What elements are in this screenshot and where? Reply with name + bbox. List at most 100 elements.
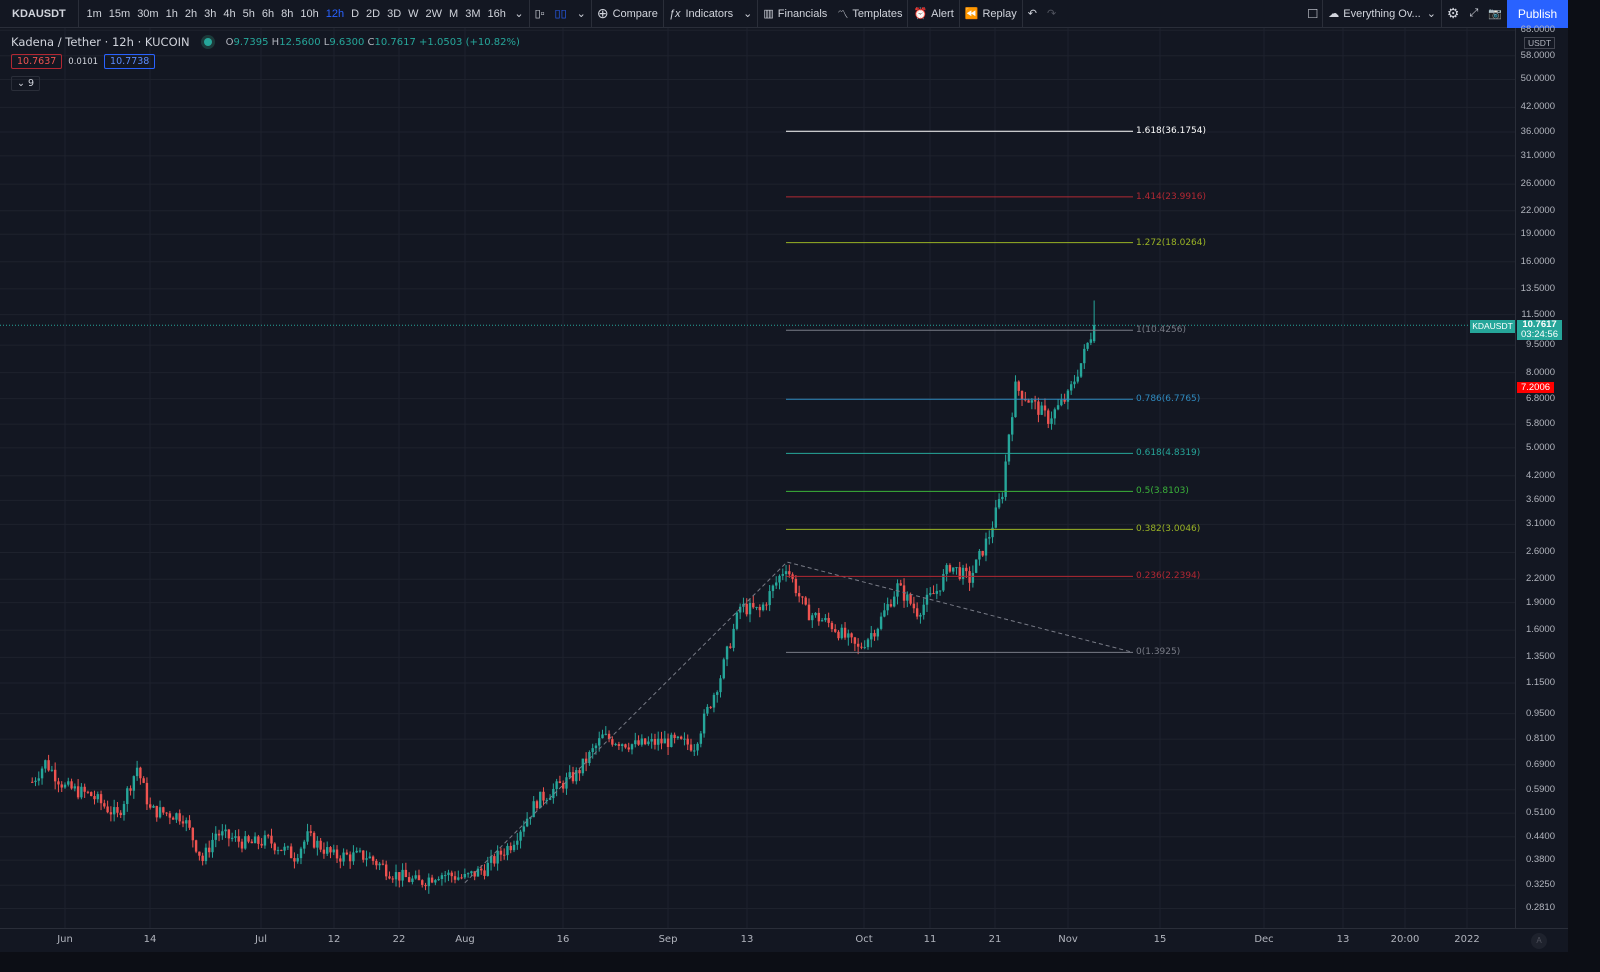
gear-icon[interactable]: ⚙ bbox=[1446, 5, 1460, 21]
candle-body bbox=[188, 820, 191, 828]
redo-icon[interactable]: ↷ bbox=[1046, 8, 1057, 20]
layout-name: Everything Ov... bbox=[1343, 7, 1421, 20]
candle-body bbox=[119, 812, 122, 816]
collapse-indicators-button[interactable]: ⌄ 9 bbox=[11, 76, 41, 91]
interval-10h[interactable]: 10h bbox=[300, 7, 319, 20]
candle-body bbox=[194, 840, 198, 852]
candle-body bbox=[201, 855, 204, 862]
price-tick: 1.3500 bbox=[1525, 651, 1555, 663]
candle-body bbox=[889, 604, 893, 607]
candle-body bbox=[142, 778, 145, 783]
chart-type-chevron-icon[interactable]: ⌄ bbox=[576, 8, 586, 20]
indicators-chevron-icon[interactable]: ⌄ bbox=[743, 8, 753, 20]
bar-style-icon[interactable]: ▯▫ bbox=[534, 8, 545, 20]
interval-2W[interactable]: 2W bbox=[425, 7, 443, 20]
interval-D[interactable]: D bbox=[351, 7, 360, 20]
candle-body bbox=[689, 744, 693, 751]
candle-body bbox=[837, 631, 840, 639]
indicators-label: Indicators bbox=[685, 7, 734, 20]
compare-button[interactable]: ⊕ Compare bbox=[592, 0, 663, 28]
layout-square-icon[interactable]: □ bbox=[1308, 5, 1318, 22]
plus-circle-icon: ⊕ bbox=[596, 5, 609, 21]
interval-15m[interactable]: 15m bbox=[108, 7, 131, 20]
currency-label[interactable]: USDT bbox=[1524, 37, 1556, 49]
candle-body bbox=[643, 738, 647, 745]
candle-body bbox=[368, 856, 372, 859]
interval-2D[interactable]: 2D bbox=[366, 7, 381, 20]
candle-body bbox=[797, 593, 801, 597]
candle-body bbox=[794, 578, 798, 594]
candle-body bbox=[421, 880, 424, 885]
symbol-title[interactable]: Kadena / Tether · 12h · KUCOIN bbox=[11, 35, 190, 49]
divider bbox=[590, 0, 592, 28]
price-tick: 3.1000 bbox=[1525, 518, 1555, 530]
financials-button[interactable]: ▥ Financials bbox=[758, 0, 832, 28]
candle-body bbox=[650, 738, 653, 742]
interval-4h[interactable]: 4h bbox=[223, 7, 236, 20]
candle-body bbox=[591, 748, 594, 752]
candle-body bbox=[699, 733, 703, 744]
interval-16h[interactable]: 16h bbox=[487, 7, 506, 20]
templates-button[interactable]: 〽 Templates bbox=[832, 0, 907, 28]
fullscreen-icon[interactable]: ⤢ bbox=[1469, 7, 1479, 19]
candles-style-icon[interactable]: ▯▯ bbox=[554, 8, 567, 20]
candle-body bbox=[263, 835, 267, 846]
candle-body bbox=[578, 770, 581, 774]
candle-body bbox=[175, 813, 178, 820]
candle-body bbox=[601, 734, 604, 739]
interval-8h[interactable]: 8h bbox=[281, 7, 294, 20]
indicators-button[interactable]: ƒx Indicators bbox=[664, 0, 738, 28]
interval-1m[interactable]: 1m bbox=[86, 7, 102, 20]
price-tick: 11.5000 bbox=[1521, 308, 1555, 320]
auto-scale-button[interactable]: A bbox=[1531, 933, 1547, 949]
interval-3M[interactable]: 3M bbox=[465, 7, 481, 20]
interval-1h[interactable]: 1h bbox=[165, 7, 178, 20]
candle-body bbox=[519, 831, 522, 841]
candle-body bbox=[398, 872, 401, 881]
symbol-search[interactable]: KDAUSDT bbox=[12, 7, 66, 20]
price-chart[interactable] bbox=[0, 28, 1515, 928]
buy-price-button[interactable]: 10.7738 bbox=[104, 54, 156, 69]
interval-M[interactable]: M bbox=[449, 7, 459, 20]
interval-3D[interactable]: 3D bbox=[387, 7, 402, 20]
candle-body bbox=[296, 858, 299, 862]
candle-body bbox=[483, 870, 486, 876]
undo-icon[interactable]: ↶ bbox=[1027, 8, 1037, 20]
candle-body bbox=[856, 643, 860, 647]
interval-dropdown-chevron-icon[interactable]: ⌄ bbox=[514, 8, 524, 20]
candle-body bbox=[565, 777, 568, 789]
candle-body bbox=[984, 538, 988, 556]
candle-body bbox=[1030, 400, 1034, 403]
sell-price-button[interactable]: 10.7637 bbox=[11, 54, 63, 69]
interval-5h[interactable]: 5h bbox=[242, 7, 255, 20]
interval-12h[interactable]: 12h bbox=[325, 7, 345, 20]
camera-icon[interactable]: 📷 bbox=[1488, 8, 1502, 20]
interval-6h[interactable]: 6h bbox=[261, 7, 275, 20]
interval-2h[interactable]: 2h bbox=[184, 7, 198, 20]
chart-pane[interactable] bbox=[0, 28, 1515, 928]
time-axis[interactable]: Jun 14 Jul 12 22 Aug 16 Sep 13 Oct 11 21 Nov 15 Dec 13 2… bbox=[0, 928, 1568, 952]
candle-body bbox=[152, 805, 155, 808]
alarm-clock-icon: ⏰ bbox=[913, 8, 928, 20]
publish-button[interactable]: Publish bbox=[1507, 0, 1568, 28]
candle-body bbox=[1076, 376, 1079, 382]
price-tick: 2.2000 bbox=[1525, 573, 1555, 585]
candle-body bbox=[165, 812, 168, 814]
candle-body bbox=[545, 799, 548, 801]
interval-30m[interactable]: 30m bbox=[137, 7, 159, 20]
candle-body bbox=[211, 839, 214, 853]
layout-name-button[interactable]: ☁ Everything Ov... ⌄ bbox=[1323, 0, 1441, 28]
replay-button[interactable]: ⏪ Replay bbox=[960, 0, 1022, 28]
interval-3h[interactable]: 3h bbox=[204, 7, 217, 20]
candle-body bbox=[807, 604, 811, 621]
candle-body bbox=[158, 807, 162, 818]
time-tick: 13 bbox=[1336, 934, 1350, 945]
price-axis[interactable]: 68.0000 58.0000 50.0000 42.0000 36.0000 31.00… bbox=[1515, 25, 1568, 928]
candle-body bbox=[870, 633, 873, 640]
interval-W[interactable]: W bbox=[408, 7, 419, 20]
compare-label: Compare bbox=[612, 7, 658, 20]
candle-body bbox=[460, 877, 463, 879]
candle-body bbox=[925, 594, 929, 605]
alert-button[interactable]: ⏰ Alert bbox=[908, 0, 958, 28]
candle-body bbox=[748, 603, 752, 615]
